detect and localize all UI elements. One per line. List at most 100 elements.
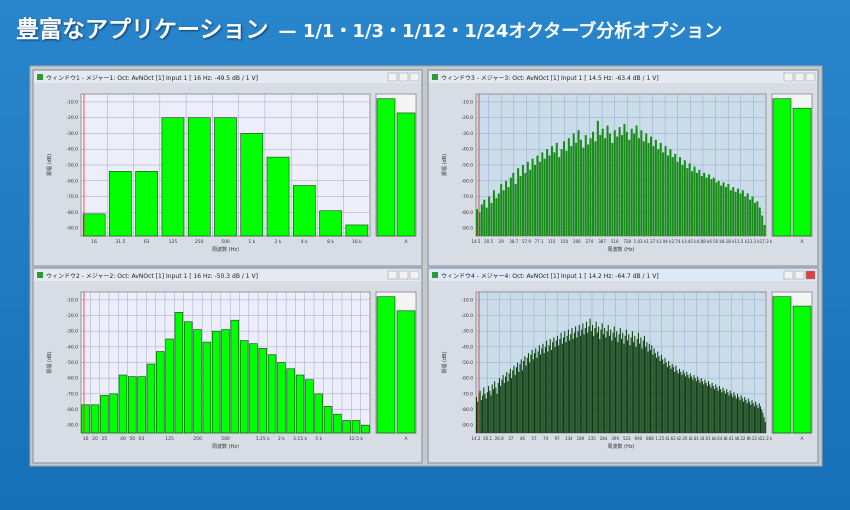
x-tick-label: 387 [598, 239, 606, 244]
bar [314, 393, 323, 434]
bar [657, 149, 660, 236]
bar [619, 328, 621, 433]
x-tick-label: 16 [91, 239, 97, 245]
x-tick-label: 31.5 [115, 239, 125, 245]
bar [652, 146, 655, 236]
bar [567, 329, 569, 433]
x-tick-label: 5 k [315, 436, 322, 442]
bar [670, 368, 672, 433]
title-bar [429, 269, 817, 281]
bar [737, 393, 739, 433]
bar [686, 168, 689, 236]
bar [571, 328, 573, 433]
bar [484, 393, 486, 433]
bar [577, 331, 579, 433]
bar [596, 120, 599, 236]
bar [546, 340, 548, 433]
bar [502, 375, 504, 433]
x-tick-label: 1.25 k [256, 436, 270, 442]
y-tick-label: -80.0 [461, 407, 473, 413]
bar [492, 389, 494, 433]
bar [478, 212, 481, 236]
bar [480, 400, 482, 433]
y-axis-label: 振幅 (dB) [441, 154, 448, 176]
y-tick-label: -50.0 [461, 360, 473, 366]
y-tick-label: -30.0 [461, 329, 473, 335]
bar [693, 375, 695, 433]
bar [636, 339, 638, 433]
bar [645, 346, 647, 433]
bar [146, 363, 156, 434]
bar [741, 190, 744, 236]
bar [500, 183, 503, 236]
x-tick-label: 3.15 k [293, 436, 307, 442]
bar [739, 193, 742, 236]
meter-label: A [404, 239, 408, 245]
bar [543, 158, 546, 236]
bar [514, 183, 517, 236]
bar [695, 381, 697, 433]
bar [664, 146, 667, 236]
x-tick-label: 20 [92, 436, 98, 442]
x-tick-label: 284 [600, 436, 608, 441]
bar [718, 386, 720, 433]
bar [193, 329, 202, 434]
bar [721, 392, 723, 433]
bar [666, 155, 669, 236]
x-tick-label: 14.2 [472, 436, 481, 441]
bar [688, 378, 690, 433]
header-subtitle: — 1/1・1/3・1/12・1/24オクターブ分析オプション [278, 21, 723, 42]
bar [546, 149, 549, 236]
bar [345, 224, 369, 237]
bar [559, 339, 561, 433]
bar [733, 392, 735, 433]
window-title: ウィンドウ4 - メジャー4: Oct: AvNOct [1] Input 1 … [441, 272, 659, 280]
meter-bar [396, 112, 416, 237]
bar [507, 187, 510, 236]
bar [521, 370, 523, 433]
bar [577, 130, 580, 236]
x-tick-label: 4 k [301, 239, 308, 245]
header: 豊富なアプリケーション — 1/1・1/3・1/12・1/24オクターブ分析オプシ… [16, 10, 722, 44]
window-title: ウィンドウ3 - メジャー3: Oct: AvNOct [1] Input 1 … [441, 74, 659, 82]
x-tick-label: 235 [588, 436, 596, 441]
bar [500, 386, 502, 433]
bar [724, 187, 727, 236]
y-tick-label: -10.0 [461, 99, 473, 105]
bar [708, 174, 711, 236]
bar [526, 161, 529, 236]
bar [672, 367, 674, 433]
y-tick-label: -90.0 [66, 226, 78, 232]
bar [100, 395, 109, 434]
bar [605, 337, 607, 433]
bar [491, 384, 493, 433]
title-bar [429, 71, 817, 83]
bar [490, 202, 493, 236]
window-button [805, 270, 816, 280]
window-title: ウィンドウ2 - メジャー2: Oct: AvNOct [1] Input 1 … [46, 272, 258, 280]
bar [656, 357, 658, 433]
bar [683, 160, 686, 236]
bar [351, 420, 361, 434]
bar [654, 353, 656, 433]
bar [671, 157, 674, 236]
bar [623, 123, 626, 236]
bar [633, 133, 636, 236]
bar [738, 396, 740, 433]
bar [691, 171, 694, 236]
bar [693, 166, 696, 236]
x-tick-label: 2.74 k [671, 239, 684, 244]
bar [676, 161, 679, 236]
y-tick-label: -70.0 [66, 194, 78, 200]
bar [558, 157, 561, 236]
bar [710, 387, 712, 433]
bar [624, 335, 626, 433]
bar [531, 349, 533, 433]
bar [618, 334, 620, 433]
bar [729, 390, 731, 433]
bar [665, 362, 667, 433]
bar [752, 403, 754, 433]
bar [695, 172, 698, 236]
bar [570, 146, 573, 236]
